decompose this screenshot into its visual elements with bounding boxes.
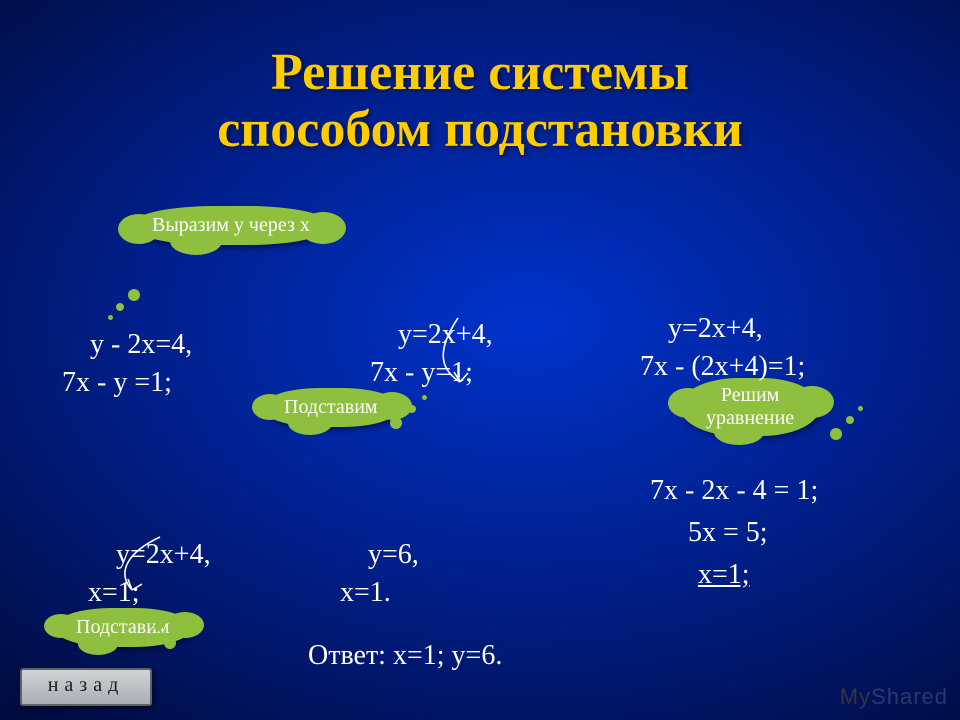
slide: Решение системы способом подстановки Выр… [0,0,960,720]
solution-line: 7х - 2х - 4 = 1; [650,470,818,512]
solution-steps: 7х - 2х - 4 = 1; 5х = 5; х=1; [650,470,818,596]
eq-line: х=1. [340,577,391,608]
solution-final: х=1; [698,559,750,590]
back-button[interactable]: назад [20,668,152,706]
cloud-express-y-text: Выразим у через х [152,214,310,236]
title-line-1: Решение системы [271,44,689,101]
watermark-my: My [840,684,871,709]
watermark-rest: Shared [871,684,948,709]
answer-text: Ответ: х=1; у=6. [308,640,502,672]
title-line-2: способом подстановки [217,101,743,158]
watermark: MyShared [840,684,948,710]
eq-block-5: у=6, х=1. [340,498,419,649]
eq-block-4: у=2х+4, х=1; [88,498,211,649]
solution-line: 5х = 5; [650,512,818,554]
eq-line: у=2х+4, [398,319,493,350]
slide-title: Решение системы способом подстановки [0,44,960,158]
eq-line: х=1; [88,577,140,608]
eq-line: 7х - у=1; [370,357,473,388]
eq-line: 7х - у =1; [62,367,172,398]
cloud-express-y: Выразим у через х [130,206,332,245]
eq-block-3: у=2х+4, 7х - (2х+4)=1; [640,272,805,423]
solution-line: х=1; [650,554,818,596]
eq-block-1: у - 2х=4, 7х - у =1; [62,288,192,439]
eq-line: у=2х+4, [668,313,763,344]
eq-line: у=2х+4, [116,539,211,570]
cloud-substitute-1-text: Подставим [284,396,378,418]
eq-block-2: у=2х+4, 7х - у=1; [370,278,493,429]
eq-line: у - 2х=4, [90,329,192,360]
back-button-label: назад [48,674,125,696]
eq-line: у=6, [368,539,419,570]
eq-line: 7х - (2х+4)=1; [640,351,805,382]
